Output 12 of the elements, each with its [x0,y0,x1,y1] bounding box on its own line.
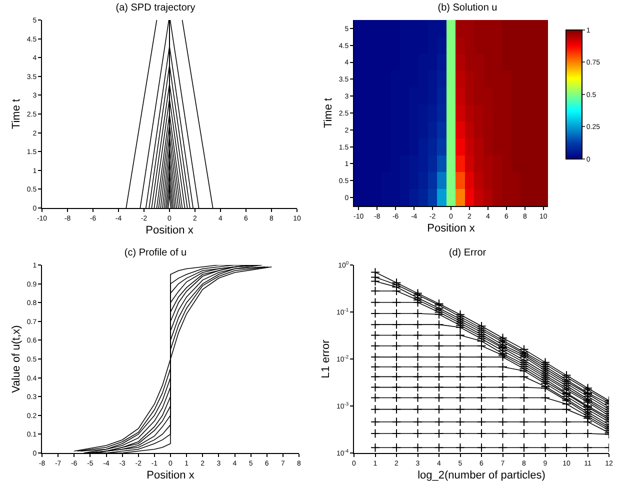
x-axis-title: Position x [427,222,476,235]
x-axis-title: log_2(number of particles) [418,470,546,482]
y-axis-title: L1 error [320,339,332,378]
y-axis-title: Time t [10,98,23,130]
x-axis-title: Position x [146,224,194,237]
chart-title: (b) Solution u [438,2,498,14]
chart-title: (c) Profile of u [124,248,187,259]
y-axis-title: Time t [322,98,335,128]
chart-title: (d) Error [448,248,487,259]
chart-title: (a) SPD trajectory [116,2,196,14]
x-axis-title: Position x [146,470,195,482]
y-axis-title: Value of u(t,x) [10,325,23,393]
